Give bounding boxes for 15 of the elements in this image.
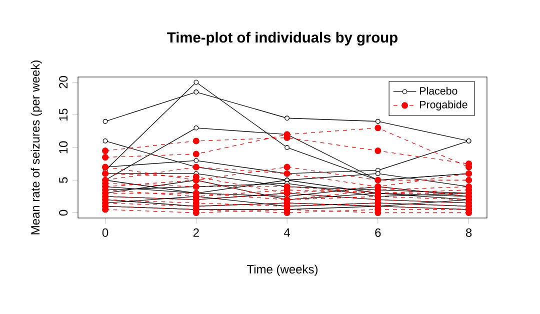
x-tick-label: 2 xyxy=(193,228,199,237)
x-axis-title: Time (weeks) xyxy=(246,264,318,276)
x-tick-label: 8 xyxy=(466,228,472,237)
x-tick-label: 4 xyxy=(284,228,290,237)
legend-label: Placebo xyxy=(420,86,458,95)
y-tick-label: 5 xyxy=(59,177,68,183)
y-tick-label: 0 xyxy=(59,210,68,216)
y-tick-label: 20 xyxy=(59,76,68,88)
y-axis-title: Mean rate of seizures (per week) xyxy=(30,60,42,234)
x-tick-label: 6 xyxy=(375,228,381,237)
y-tick-label: 10 xyxy=(59,141,68,154)
y-tick-label: 15 xyxy=(59,108,68,121)
chart-title: Time-plot of individuals by group xyxy=(167,32,398,46)
legend-label: Progabide xyxy=(420,100,468,110)
x-tick-label: 0 xyxy=(102,228,108,237)
